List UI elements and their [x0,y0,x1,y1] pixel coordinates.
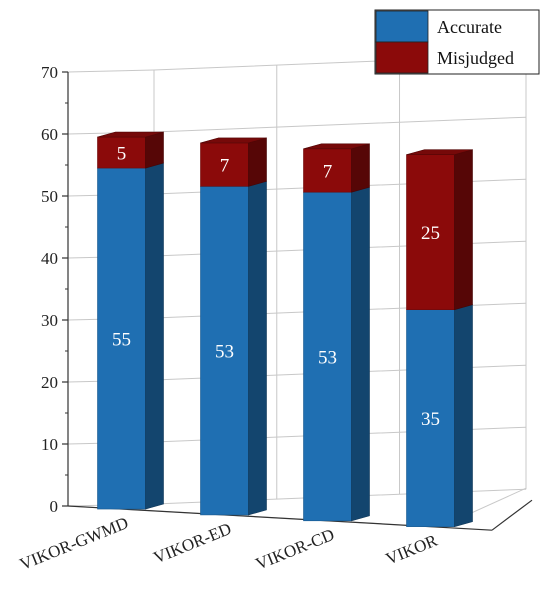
bar-segment-side [248,180,267,516]
bar-segment-top [200,137,267,144]
legend-label: Accurate [437,17,502,37]
y-tick-label: 30 [41,311,58,330]
bar-segment-top [303,143,370,150]
bar-segment-front [406,154,455,310]
x-category-label: VIKOR [383,531,441,569]
bar-segment-side [351,143,370,193]
bar-segment-side [351,186,370,522]
legend: Accurate Misjudged [374,9,540,75]
x-category-label: VIKOR-GWMD [17,513,131,574]
bar-segment-side [145,131,164,169]
bar-segment-top [97,131,164,138]
bar-value-label: 53 [318,347,337,368]
bar-segment-side [248,137,267,187]
bar-segment-front [406,309,455,527]
bar-segment-front [97,167,146,510]
bar-segment-front [200,186,249,516]
legend-swatch [375,41,429,74]
bar-value-label: 53 [215,342,234,363]
bar-segment-side [145,162,164,510]
y-tick-label: 70 [41,63,58,82]
bar-segment-front [303,148,352,193]
y-tick-labels: 0 10 20 30 40 50 60 70 [41,63,58,516]
bar-segment-front [303,191,352,522]
y-tick-label: 20 [41,373,58,392]
bar-segment-side [454,304,473,528]
y-tick-label: 10 [41,435,58,454]
bar-segment-top [406,149,473,155]
legend-swatch [375,10,429,43]
gridline [67,116,527,135]
x-category-label: VIKOR-CD [253,525,337,574]
bar-value-label: 55 [112,330,131,351]
y-tick-label: 0 [50,497,59,516]
x-category-labels: VIKOR-GWMD VIKOR-ED VIKOR-CD VIKOR [17,513,441,574]
bar-segment-side [454,149,473,311]
y-tick-label: 40 [41,249,58,268]
bar-value-label: 7 [323,161,333,182]
bar-value-label: 35 [421,409,440,430]
bar-value-label: 7 [220,156,230,177]
y-tick-label: 50 [41,187,58,206]
x-axis-depth-edge [491,499,533,531]
x-category-label: VIKOR-ED [151,519,234,567]
legend-label: Misjudged [437,48,514,68]
bar-value-label: 5 [117,144,127,165]
bar-value-label: 25 [421,223,440,244]
y-tick-label: 60 [41,125,58,144]
